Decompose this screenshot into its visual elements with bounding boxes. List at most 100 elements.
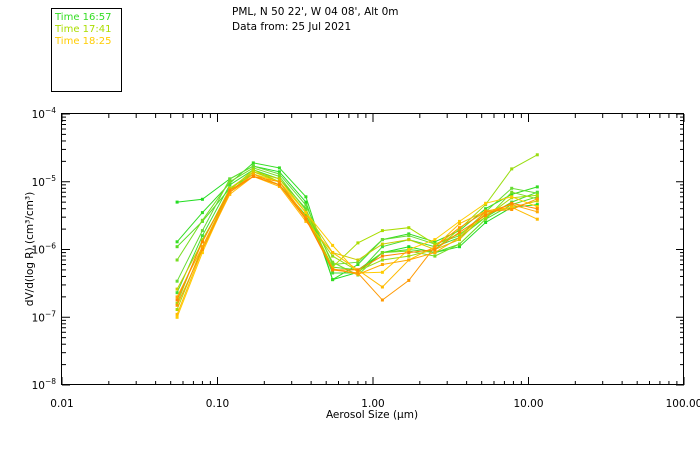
data-point	[458, 222, 461, 226]
data-point	[175, 295, 179, 299]
data-point	[535, 191, 539, 195]
data-point	[380, 229, 384, 233]
data-point	[228, 190, 232, 194]
data-point	[251, 164, 255, 168]
data-point	[535, 193, 539, 197]
data-point	[304, 215, 308, 219]
data-point	[356, 260, 360, 264]
data-point	[175, 312, 179, 316]
data-point	[407, 245, 411, 249]
y-tick-base: 10	[32, 109, 45, 121]
data-point	[277, 166, 281, 170]
data-point	[228, 180, 232, 184]
data-point	[380, 242, 384, 246]
y-tick-label: 10−8	[32, 377, 57, 392]
data-point	[228, 192, 232, 196]
data-point	[200, 218, 204, 222]
data-point	[200, 234, 204, 238]
data-point	[535, 153, 539, 157]
data-point	[407, 238, 411, 242]
data-point	[251, 168, 255, 172]
data-point	[200, 211, 204, 215]
data-point	[277, 177, 281, 181]
y-tick-label: 10−7	[32, 309, 57, 324]
data-point	[433, 242, 437, 246]
y-tick-label: 10−4	[32, 106, 57, 121]
data-point	[380, 251, 384, 255]
data-point	[510, 195, 514, 199]
data-point	[356, 263, 360, 266]
data-point	[484, 207, 488, 211]
data-point	[407, 226, 411, 230]
data-point	[433, 245, 437, 249]
data-point	[458, 238, 461, 242]
data-point	[304, 200, 308, 204]
data-point	[458, 242, 461, 246]
data-point	[356, 271, 360, 275]
data-point	[228, 188, 232, 192]
data-point	[277, 174, 281, 178]
axes: 0.01 0.10 1.00 10.00 100.0010−810−710−610−51…	[32, 106, 700, 410]
data-point	[380, 258, 384, 262]
x-tick-label: 0.10	[206, 398, 229, 410]
data-point	[175, 303, 179, 307]
data-point	[510, 167, 514, 171]
data-point	[484, 212, 488, 215]
data-point	[484, 215, 488, 219]
data-point	[407, 278, 411, 282]
data-point	[510, 192, 514, 196]
station-info: PML, N 50 22', W 04 08', Alt 0m	[232, 6, 399, 18]
y-tick-base: 10	[32, 245, 45, 257]
data-point	[331, 243, 335, 247]
data-point	[277, 180, 281, 184]
data-point	[251, 166, 255, 170]
data-point	[433, 248, 437, 251]
data-point	[510, 208, 514, 211]
data-point	[356, 241, 360, 245]
data-point	[304, 195, 308, 199]
data-point	[175, 287, 179, 291]
y-tick-exponent: −4	[45, 106, 56, 115]
data-point	[228, 183, 232, 187]
data-point	[175, 258, 179, 262]
data-point	[380, 263, 384, 266]
data-point	[175, 315, 179, 319]
legend-entry: Time 18:25	[54, 36, 111, 47]
data-point	[484, 221, 488, 224]
data-point	[433, 251, 437, 255]
legend-box	[51, 8, 122, 92]
data-point	[510, 205, 514, 209]
data-point	[331, 263, 335, 266]
data-point	[251, 172, 255, 176]
data-point	[380, 254, 384, 258]
data-point	[251, 170, 255, 174]
data-point	[407, 248, 411, 251]
data-point	[484, 217, 488, 221]
data-point	[277, 170, 281, 174]
data-point	[510, 190, 514, 194]
data-point	[380, 270, 384, 274]
data-point	[251, 174, 255, 178]
data-point	[175, 291, 179, 295]
x-tick-label: 1.00	[361, 398, 384, 410]
data-point	[200, 245, 204, 249]
data-point	[510, 201, 514, 205]
data-point	[331, 254, 335, 258]
data-point	[535, 210, 539, 214]
data-point	[433, 254, 437, 258]
y-tick-base: 10	[32, 177, 45, 189]
data-point	[304, 211, 308, 215]
data-point	[510, 186, 514, 190]
data-point	[458, 232, 461, 236]
data-point	[200, 251, 204, 255]
data-point	[458, 226, 461, 230]
y-tick-exponent: −7	[45, 309, 56, 318]
y-tick-label: 10−6	[32, 242, 57, 257]
legend-entry: Time 17:41	[54, 24, 111, 35]
data-point	[458, 230, 461, 234]
data-point	[200, 197, 204, 201]
data-point	[535, 185, 539, 189]
data-point	[175, 245, 179, 249]
data-point	[277, 185, 281, 188]
series-layer	[175, 153, 539, 319]
